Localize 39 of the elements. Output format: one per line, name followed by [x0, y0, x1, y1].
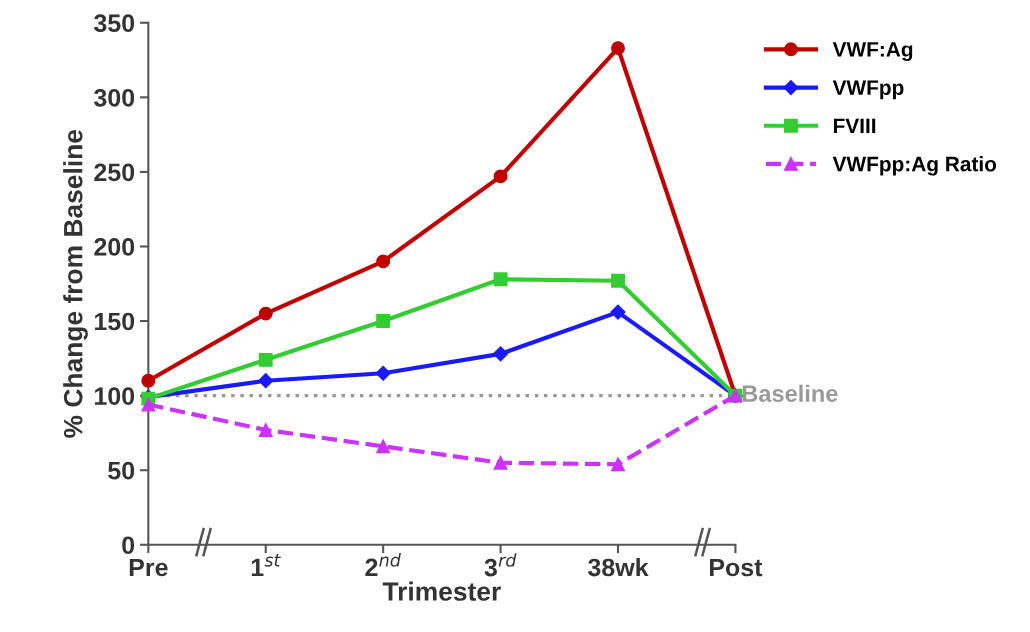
- point: [611, 273, 625, 288]
- legend-label: FVIII: [833, 118, 876, 134]
- point: [493, 169, 508, 184]
- y-tick-label: 200: [94, 238, 135, 256]
- point: [258, 373, 274, 389]
- point: [493, 346, 509, 362]
- point: [493, 455, 508, 470]
- x-tick-label: 3$^{rd}$: [484, 553, 517, 577]
- point: [375, 365, 391, 381]
- y-tick-label: 100: [94, 387, 135, 405]
- y-tick-label: 0: [122, 536, 135, 555]
- legend-label: VWF:Ag: [832, 42, 913, 62]
- point: [376, 439, 391, 454]
- x-tick-label: Post: [710, 558, 763, 577]
- point: [258, 306, 273, 321]
- x-tick-label: 38wk: [588, 557, 649, 577]
- point: [258, 352, 273, 367]
- y-axis-title: % Change from Baseline: [63, 129, 88, 438]
- x-axis-title: Trimester: [382, 581, 501, 601]
- point: [611, 457, 625, 472]
- y-tick-label: 250: [94, 163, 135, 182]
- point: [258, 422, 273, 437]
- point: [611, 41, 625, 56]
- y-tick-label: 50: [108, 461, 135, 480]
- x-tick-label: 2$^{nd}$: [365, 553, 401, 576]
- x-tick-label: 1$^{st}$: [251, 554, 281, 576]
- point: [141, 397, 156, 412]
- y-tick-label: 350: [93, 14, 135, 33]
- point: [493, 272, 508, 287]
- y-tick-label: 300: [93, 88, 135, 107]
- legend-label: VWFpp: [832, 80, 904, 100]
- x-tick-label: Pre: [129, 558, 168, 577]
- point: [376, 314, 391, 329]
- y-tick-label: 150: [94, 312, 135, 331]
- point: [141, 373, 156, 388]
- ref-line-label: Baseline: [742, 384, 838, 402]
- legend-label: VWFpp:Ag Ratio: [832, 156, 997, 176]
- point: [376, 254, 391, 269]
- point: [610, 304, 626, 320]
